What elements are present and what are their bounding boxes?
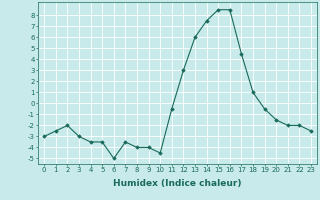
X-axis label: Humidex (Indice chaleur): Humidex (Indice chaleur)	[113, 179, 242, 188]
